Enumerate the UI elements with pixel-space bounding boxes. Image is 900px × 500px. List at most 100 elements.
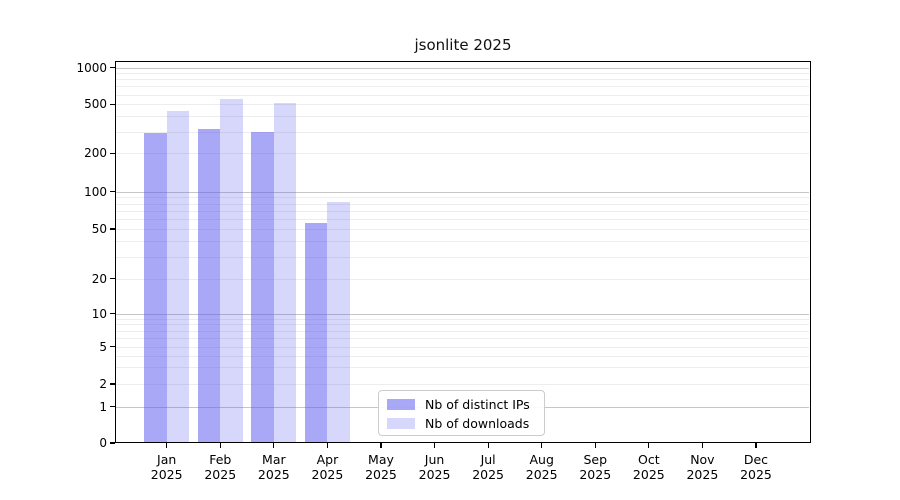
y-tick-label-50: 50: [91, 222, 107, 236]
gridline-minor-90: [116, 197, 809, 199]
gridline-minor-70: [116, 210, 809, 212]
x-tick-sep: [594, 443, 596, 448]
x-tick-dec: [755, 443, 757, 448]
x-tick-may: [380, 443, 382, 448]
legend-label-downloads: Nb of downloads: [425, 416, 530, 431]
gridline-major-100: [116, 191, 809, 193]
x-tick-label-month-dec: Dec: [743, 452, 769, 467]
y-tick-0: [110, 442, 115, 444]
bar-mar-distinct-ips: [251, 131, 274, 442]
gridline-minor-20: [116, 278, 809, 280]
x-tick-label-month-feb: Feb: [209, 452, 232, 467]
y-tick-label-200: 200: [84, 146, 107, 161]
gridline-minor-5: [116, 346, 809, 348]
x-tick-label-month-aug: Aug: [529, 452, 554, 467]
y-tick-10: [110, 312, 115, 315]
x-tick-label-year-feb: 2025: [204, 467, 237, 482]
gridline-major-1000: [116, 67, 809, 69]
x-tick-label-year-jan: 2025: [150, 467, 183, 482]
gridline-minor-200: [116, 153, 809, 155]
gridline-minor-40: [116, 241, 809, 243]
y-tick-500: [110, 103, 115, 105]
bar-mar-downloads: [273, 102, 297, 442]
y-tick-2: [110, 383, 115, 385]
x-tick-nov: [701, 443, 703, 448]
gridline-minor-800: [116, 79, 809, 81]
x-tick-label-year-jun: 2025: [418, 467, 451, 482]
gridline-minor-8: [116, 324, 809, 326]
x-tick-apr: [326, 443, 328, 448]
y-tick-label-2: 2: [99, 377, 107, 391]
legend-swatch-downloads: [387, 418, 415, 429]
gridline-minor-30: [116, 256, 809, 258]
x-tick-label-month-mar: Mar: [262, 452, 286, 467]
y-tick-1: [110, 406, 115, 408]
legend-swatch-distinct-ips: [387, 399, 415, 410]
x-tick-jun: [433, 443, 436, 448]
gridline-minor-50: [116, 229, 809, 230]
x-tick-oct: [648, 443, 650, 448]
gridline-minor-6: [116, 337, 809, 339]
x-tick-label-month-sep: Sep: [583, 452, 608, 467]
x-tick-label-month-may: May: [368, 452, 394, 467]
gridline-minor-60: [116, 219, 809, 221]
y-tick-1000: [110, 66, 115, 69]
plot-area: [115, 61, 811, 443]
y-tick-200: [110, 152, 115, 154]
x-tick-label-year-apr: 2025: [311, 467, 344, 482]
gridline-minor-7: [116, 330, 809, 332]
y-tick-100: [110, 191, 115, 193]
y-tick-label-1000: 1000: [76, 60, 107, 75]
x-tick-label-year-dec: 2025: [740, 467, 772, 482]
x-tick-jul: [487, 443, 489, 448]
x-tick-label-year-nov: 2025: [686, 467, 719, 482]
x-tick-jan: [166, 443, 168, 448]
x-tick-label-year-oct: 2025: [632, 467, 665, 482]
gridline-minor-600: [116, 94, 809, 96]
gridline-minor-700: [116, 86, 809, 88]
x-tick-label-year-jul: 2025: [472, 467, 505, 482]
bar-jan-distinct-ips: [144, 133, 167, 442]
x-tick-label-year-may: 2025: [365, 467, 397, 482]
bar-apr-downloads: [327, 202, 350, 442]
x-tick-label-year-mar: 2025: [257, 467, 290, 482]
y-tick-label-20: 20: [91, 271, 107, 286]
gridline-minor-4: [116, 355, 809, 357]
x-tick-label-month-jun: Jun: [424, 452, 445, 467]
x-tick-aug: [541, 443, 543, 448]
legend: Nb of distinct IPs Nb of downloads: [378, 390, 545, 436]
chart-title: jsonlite 2025: [414, 36, 512, 54]
gridline-minor-500: [116, 104, 809, 106]
x-tick-feb: [219, 443, 221, 448]
x-tick-label-month-nov: Nov: [690, 452, 715, 467]
x-tick-label-year-sep: 2025: [579, 467, 612, 482]
legend-label-distinct-ips: Nb of distinct IPs: [425, 397, 530, 412]
bar-feb-distinct-ips: [197, 129, 221, 442]
y-tick-label-500: 500: [84, 97, 107, 112]
y-tick-50: [110, 228, 115, 230]
y-tick-label-0: 0: [99, 436, 107, 450]
y-tick-label-100: 100: [84, 184, 107, 199]
gridline-major-10: [116, 313, 809, 315]
x-tick-mar: [273, 443, 275, 448]
y-tick-20: [110, 278, 115, 280]
gridline-minor-3: [116, 367, 809, 369]
x-tick-label-month-jan: Jan: [157, 452, 177, 467]
bar-feb-downloads: [220, 99, 243, 442]
bar-apr-distinct-ips: [305, 222, 328, 442]
legend-item-downloads: Nb of downloads: [379, 414, 544, 433]
y-tick-5: [110, 346, 115, 348]
y-tick-label-10: 10: [91, 306, 107, 321]
gridline-minor-300: [116, 131, 809, 133]
y-tick-label-5: 5: [99, 339, 107, 354]
gridline-minor-400: [116, 116, 809, 118]
gridline-minor-2: [116, 384, 809, 385]
bar-jan-downloads: [166, 111, 190, 442]
gridline-minor-9: [116, 318, 809, 320]
x-tick-label-year-aug: 2025: [525, 467, 558, 482]
legend-item-distinct-ips: Nb of distinct IPs: [379, 395, 544, 414]
gridline-minor-900: [116, 73, 809, 75]
y-tick-label-1: 1: [99, 399, 107, 414]
x-tick-label-month-jul: Jul: [480, 452, 496, 467]
